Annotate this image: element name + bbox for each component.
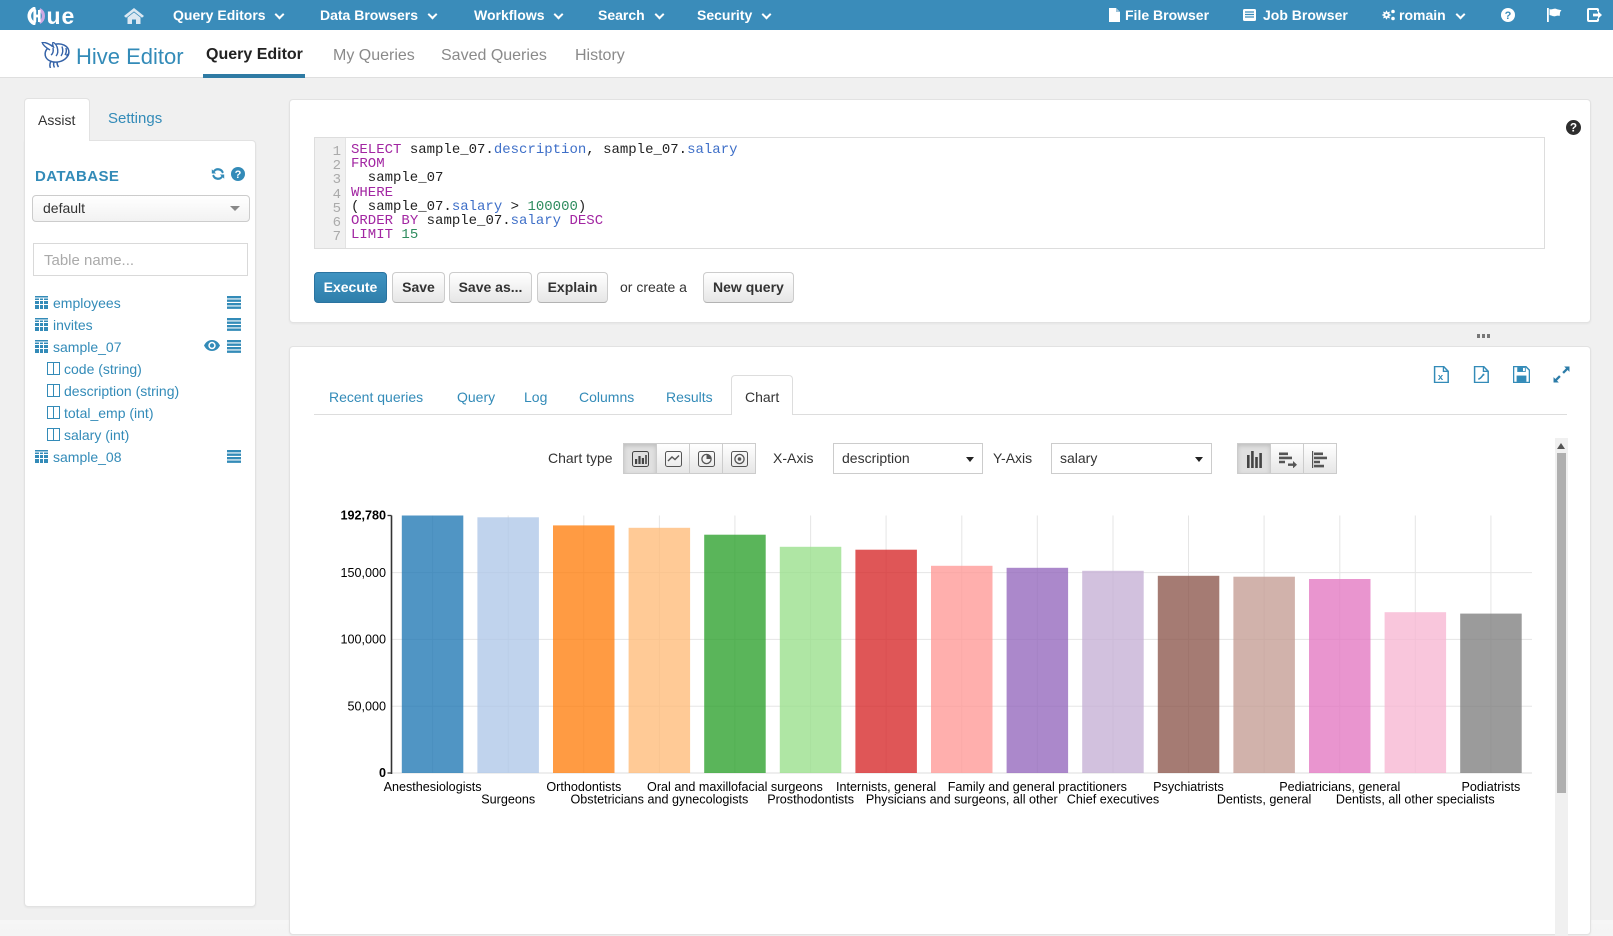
- svg-text:Physicians and surgeons, all o: Physicians and surgeons, all other: [866, 793, 1058, 807]
- svg-text:Internists, general: Internists, general: [836, 780, 936, 794]
- svg-text:0: 0: [379, 766, 386, 780]
- svg-text:ue: ue: [47, 7, 76, 25]
- svg-text:?: ?: [235, 169, 242, 181]
- svg-text:Surgeons: Surgeons: [481, 793, 535, 807]
- svg-text:150,000: 150,000: [340, 566, 386, 580]
- svg-text:Prosthodontists: Prosthodontists: [767, 793, 854, 807]
- svg-text:Obstetricians and gynecologist: Obstetricians and gynecologists: [570, 793, 748, 807]
- svg-text:50,000: 50,000: [347, 699, 386, 713]
- svg-text:192,780: 192,780: [340, 509, 386, 523]
- svg-text:Chief executives: Chief executives: [1067, 793, 1159, 807]
- svg-text:Dentists, all other specialist: Dentists, all other specialists: [1336, 793, 1495, 807]
- svg-text:?: ?: [1505, 10, 1512, 22]
- svg-text:Podiatrists: Podiatrists: [1462, 780, 1521, 794]
- svg-text:x: x: [1438, 372, 1444, 383]
- svg-text:Anesthesiologists: Anesthesiologists: [384, 780, 482, 794]
- svg-text:100,000: 100,000: [340, 633, 386, 647]
- svg-text:Orthodontists: Orthodontists: [546, 780, 621, 794]
- svg-text:Oral and maxillofacial surgeon: Oral and maxillofacial surgeons: [647, 780, 823, 794]
- svg-text:?: ?: [1570, 122, 1577, 135]
- svg-text:Pediatricians, general: Pediatricians, general: [1279, 780, 1400, 794]
- svg-text:Dentists, general: Dentists, general: [1217, 793, 1312, 807]
- svg-text:Family and general practitione: Family and general practitioners: [948, 780, 1127, 794]
- svg-text:Psychiatrists: Psychiatrists: [1153, 780, 1224, 794]
